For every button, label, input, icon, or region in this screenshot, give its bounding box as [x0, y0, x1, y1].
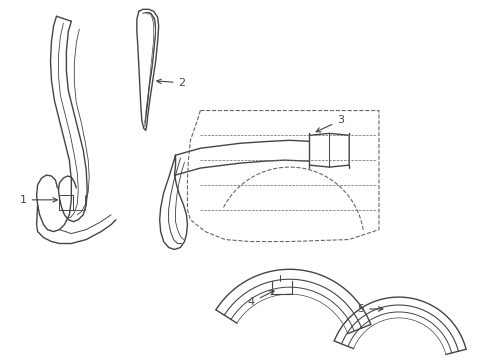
Text: 3: 3 [315, 116, 344, 132]
Text: 5: 5 [356, 304, 382, 314]
Text: 1: 1 [20, 195, 57, 205]
Text: 2: 2 [157, 78, 185, 88]
Text: 4: 4 [247, 291, 274, 307]
